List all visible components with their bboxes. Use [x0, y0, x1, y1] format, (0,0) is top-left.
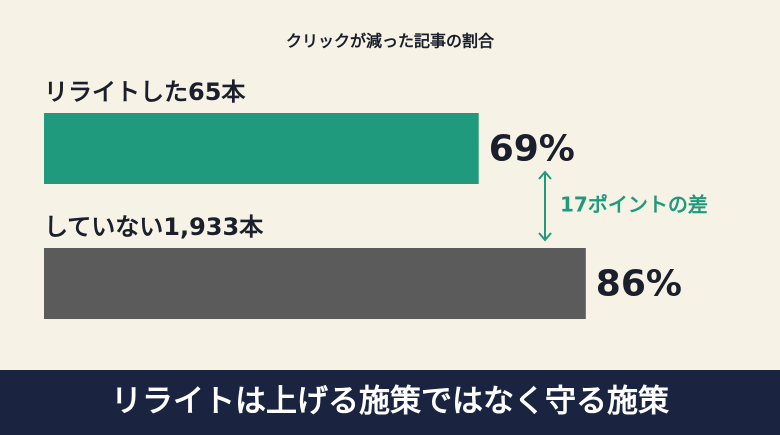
difference-arrow [538, 170, 552, 242]
footer-text: リライトは上げる施策ではなく守る施策 [111, 384, 669, 420]
category-label: していない1,933本 [44, 213, 264, 241]
value-label: 86% [596, 264, 682, 305]
chart-title: クリックが減った記事の割合 [286, 32, 495, 51]
category-label: リライトした65本 [44, 78, 246, 106]
bar [44, 113, 479, 184]
bar [44, 248, 586, 319]
annotation: 17ポイントの差 [560, 193, 708, 217]
footer-band [0, 370, 780, 435]
value-label: 69% [489, 129, 575, 170]
